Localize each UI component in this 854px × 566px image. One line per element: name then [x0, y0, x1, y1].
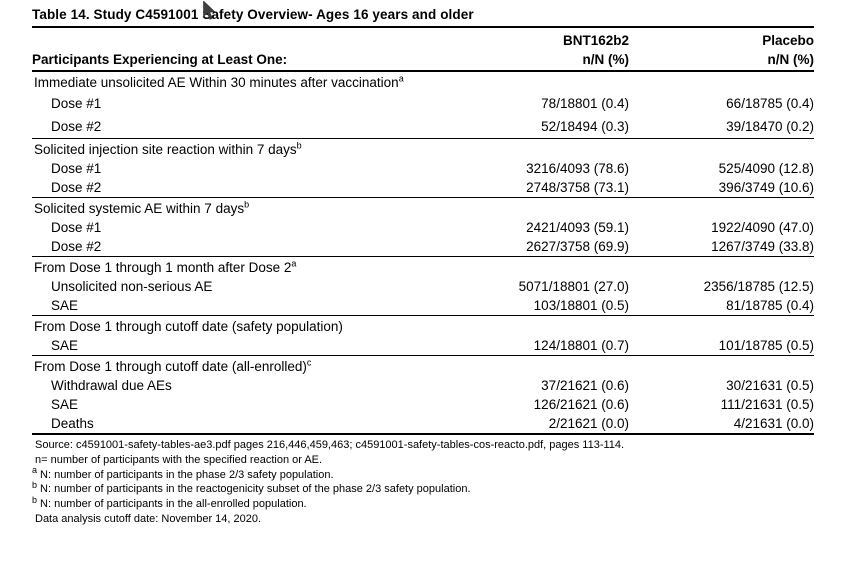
table-row: Unsolicited non-serious AE 5071/18801 (2… [32, 277, 814, 296]
row-label: Withdrawal due AEs [51, 378, 172, 393]
cell-placebo: 2356/18785 (12.5) [703, 279, 814, 294]
row-label: Dose #2 [51, 239, 102, 254]
table-body: Immediate unsolicited AE Within 30 minut… [32, 72, 814, 435]
table-section: Immediate unsolicited AE Within 30 minut… [32, 72, 814, 138]
cell-placebo: 81/18785 (0.4) [726, 298, 814, 313]
cell-bnt162b2: 2627/3758 (69.9) [526, 239, 629, 254]
superscript: c [306, 357, 312, 368]
header-row-label: Participants Experiencing at Least One: [32, 52, 288, 67]
row-label: Dose #2 [51, 119, 102, 134]
footnotes: Source: c4591001-safety-tables-ae3.pdf p… [32, 435, 814, 527]
mouse-cursor-icon [203, 1, 216, 20]
row-label: Dose #1 [51, 96, 102, 111]
footnote-line: Source: c4591001-safety-tables-ae3.pdf p… [35, 439, 625, 451]
section-heading: Immediate unsolicited AE Within 30 minut… [34, 73, 404, 90]
table-row: Dose #2 2748/3758 (73.1) 396/3749 (10.6) [32, 178, 814, 197]
row-label: Unsolicited non-serious AE [51, 279, 213, 294]
column-header-placebo: Placebo n/N (%) [629, 31, 814, 69]
footnote-line: a N: number of participants in the phase … [32, 464, 334, 481]
table-header: Participants Experiencing at Least One: … [32, 28, 814, 72]
cell-bnt162b2: 52/18494 (0.3) [541, 119, 629, 134]
superscript: b [244, 199, 250, 210]
superscript: b [296, 140, 302, 151]
table-section: From Dose 1 through cutoff date (all-enr… [32, 355, 814, 433]
row-label: Dose #1 [51, 161, 102, 176]
cell-bnt162b2: 2748/3758 (73.1) [526, 180, 629, 195]
superscript: b [32, 479, 38, 490]
footnote-line: b N: number of participants in the all-en… [32, 494, 307, 511]
section-heading: From Dose 1 through 1 month after Dose 2… [34, 258, 297, 275]
table-row: Deaths 2/21621 (0.0) 4/21631 (0.0) [32, 414, 814, 433]
column-unit: n/N (%) [767, 52, 815, 67]
column-name: BNT162b2 [562, 33, 629, 48]
footnote-line: n= number of participants with the speci… [35, 453, 323, 466]
cell-placebo: 66/18785 (0.4) [726, 96, 814, 111]
footnote-line: Data analysis cutoff date: November 14, … [35, 512, 262, 525]
superscript: a [291, 258, 297, 269]
table-row: Dose #1 78/18801 (0.4) 66/18785 (0.4) [32, 92, 814, 115]
row-label: Deaths [51, 416, 94, 431]
table-row: Dose #1 2421/4093 (59.1) 1922/4090 (47.0… [32, 218, 814, 237]
row-label: SAE [51, 397, 79, 412]
cell-placebo: 525/4090 (12.8) [718, 161, 814, 176]
superscript: a [398, 73, 404, 84]
column-name: Placebo [762, 33, 814, 48]
section-heading: Solicited systemic AE within 7 daysb [34, 199, 250, 216]
superscript: a [32, 464, 38, 475]
table-section: From Dose 1 through cutoff date (safety … [32, 315, 814, 355]
cell-placebo: 30/21631 (0.5) [726, 378, 814, 393]
safety-overview-table: Table 14. Study C4591001 Safety Overview… [32, 6, 814, 527]
table-row: Dose #1 3216/4093 (78.6) 525/4090 (12.8) [32, 159, 814, 178]
cell-bnt162b2: 78/18801 (0.4) [541, 96, 629, 111]
cell-bnt162b2: 126/21621 (0.6) [533, 397, 629, 412]
row-label: SAE [51, 338, 79, 353]
cell-bnt162b2: 2/21621 (0.0) [548, 416, 629, 431]
table-section: From Dose 1 through 1 month after Dose 2… [32, 256, 814, 315]
section-heading: Solicited injection site reaction within… [34, 140, 302, 157]
cell-bnt162b2: 37/21621 (0.6) [541, 378, 629, 393]
cell-placebo: 4/21631 (0.0) [733, 416, 814, 431]
footnote-line: b N: number of participants in the reacto… [32, 479, 471, 496]
cell-placebo: 39/18470 (0.2) [726, 119, 814, 134]
cell-bnt162b2: 103/18801 (0.5) [533, 298, 629, 313]
row-label: Dose #1 [51, 220, 102, 235]
cell-placebo: 396/3749 (10.6) [718, 180, 814, 195]
table-row: SAE 103/18801 (0.5) 81/18785 (0.4) [32, 296, 814, 315]
cell-placebo: 111/21631 (0.5) [720, 397, 814, 412]
cell-placebo: 1922/4090 (47.0) [711, 220, 814, 235]
cell-bnt162b2: 5071/18801 (27.0) [518, 279, 629, 294]
table-section: Solicited systemic AE within 7 daysb Dos… [32, 197, 814, 256]
cell-placebo: 1267/3749 (33.8) [711, 239, 814, 254]
section-heading: From Dose 1 through cutoff date (all-enr… [34, 357, 312, 374]
table-row: SAE 124/18801 (0.7) 101/18785 (0.5) [32, 336, 814, 355]
cell-bnt162b2: 124/18801 (0.7) [533, 338, 629, 353]
cell-placebo: 101/18785 (0.5) [718, 338, 814, 353]
superscript: b [32, 494, 38, 505]
table-row: Dose #2 52/18494 (0.3) 39/18470 (0.2) [32, 115, 814, 138]
table-row: SAE 126/21621 (0.6) 111/21631 (0.5) [32, 395, 814, 414]
table-row: Withdrawal due AEs 37/21621 (0.6) 30/216… [32, 376, 814, 395]
table-title: Table 14. Study C4591001 Safety Overview… [32, 6, 814, 28]
column-unit: n/N (%) [582, 52, 630, 67]
section-heading: From Dose 1 through cutoff date (safety … [34, 319, 343, 334]
table-row: Dose #2 2627/3758 (69.9) 1267/3749 (33.8… [32, 237, 814, 256]
row-label: SAE [51, 298, 79, 313]
row-label: Dose #2 [51, 180, 102, 195]
column-header-bnt162b2: BNT162b2 n/N (%) [449, 31, 629, 69]
table-section: Solicited injection site reaction within… [32, 138, 814, 197]
cell-bnt162b2: 2421/4093 (59.1) [526, 220, 629, 235]
cell-bnt162b2: 3216/4093 (78.6) [526, 161, 629, 176]
